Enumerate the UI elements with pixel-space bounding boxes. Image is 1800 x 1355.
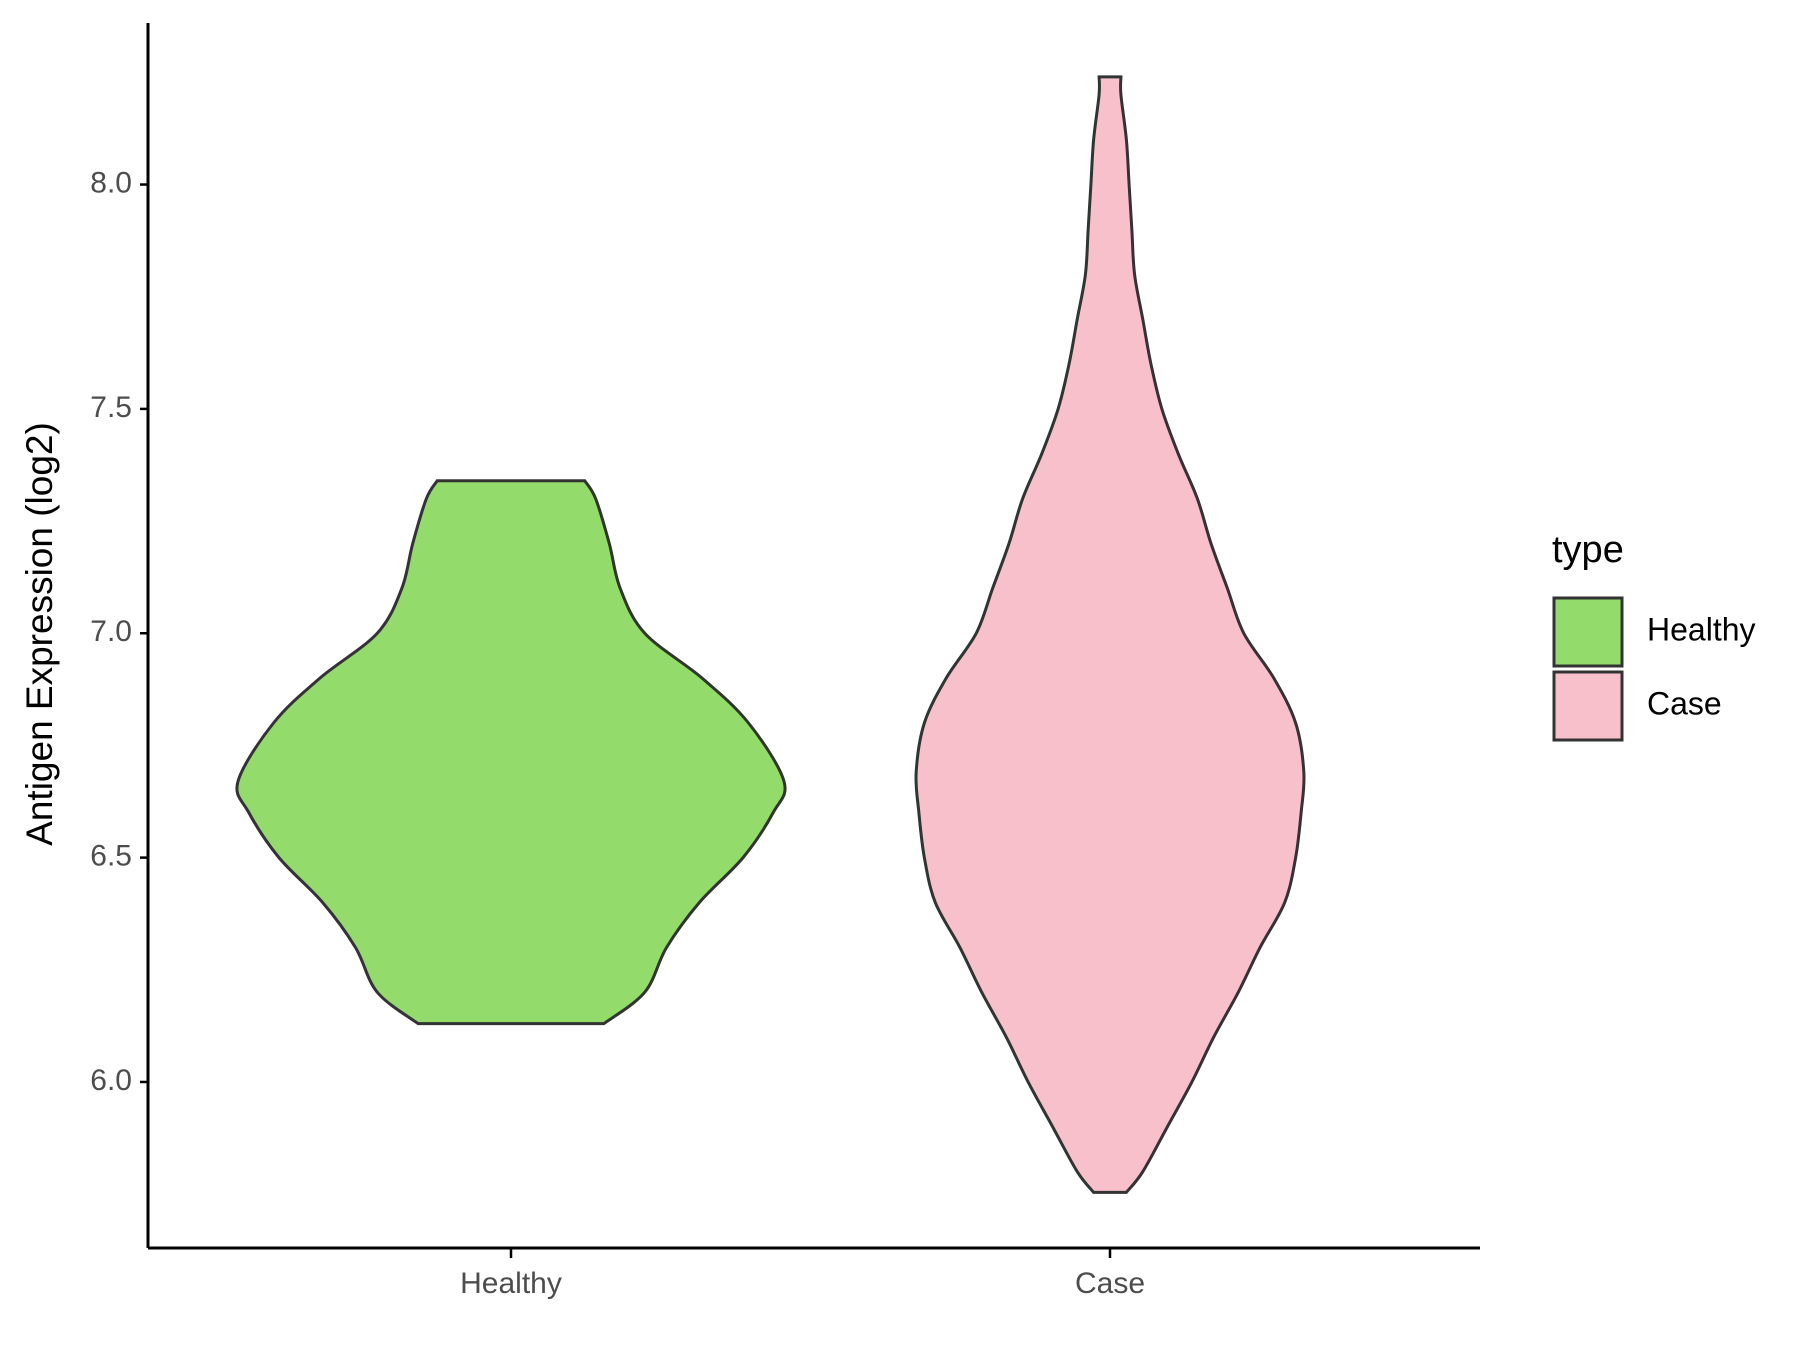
legend-key	[1552, 670, 1624, 742]
legend-label: Healthy	[1647, 611, 1756, 647]
x-tick-label: Case	[1075, 1267, 1145, 1300]
x-tick-label: Healthy	[460, 1267, 562, 1300]
y-tick-label: 6.0	[90, 1064, 132, 1097]
violin	[235, 479, 787, 1026]
legend-title: type	[1552, 529, 1624, 571]
legend-label: Case	[1647, 685, 1722, 721]
y-tick-label: 7.0	[90, 615, 132, 648]
y-tick-label: 7.5	[90, 391, 132, 424]
violin	[914, 75, 1306, 1194]
y-tick-label: 8.0	[90, 166, 132, 199]
y-axis-title: Antigen Expression (log2)	[19, 422, 60, 846]
legend-key	[1552, 596, 1624, 668]
y-tick-label: 6.5	[90, 840, 132, 873]
